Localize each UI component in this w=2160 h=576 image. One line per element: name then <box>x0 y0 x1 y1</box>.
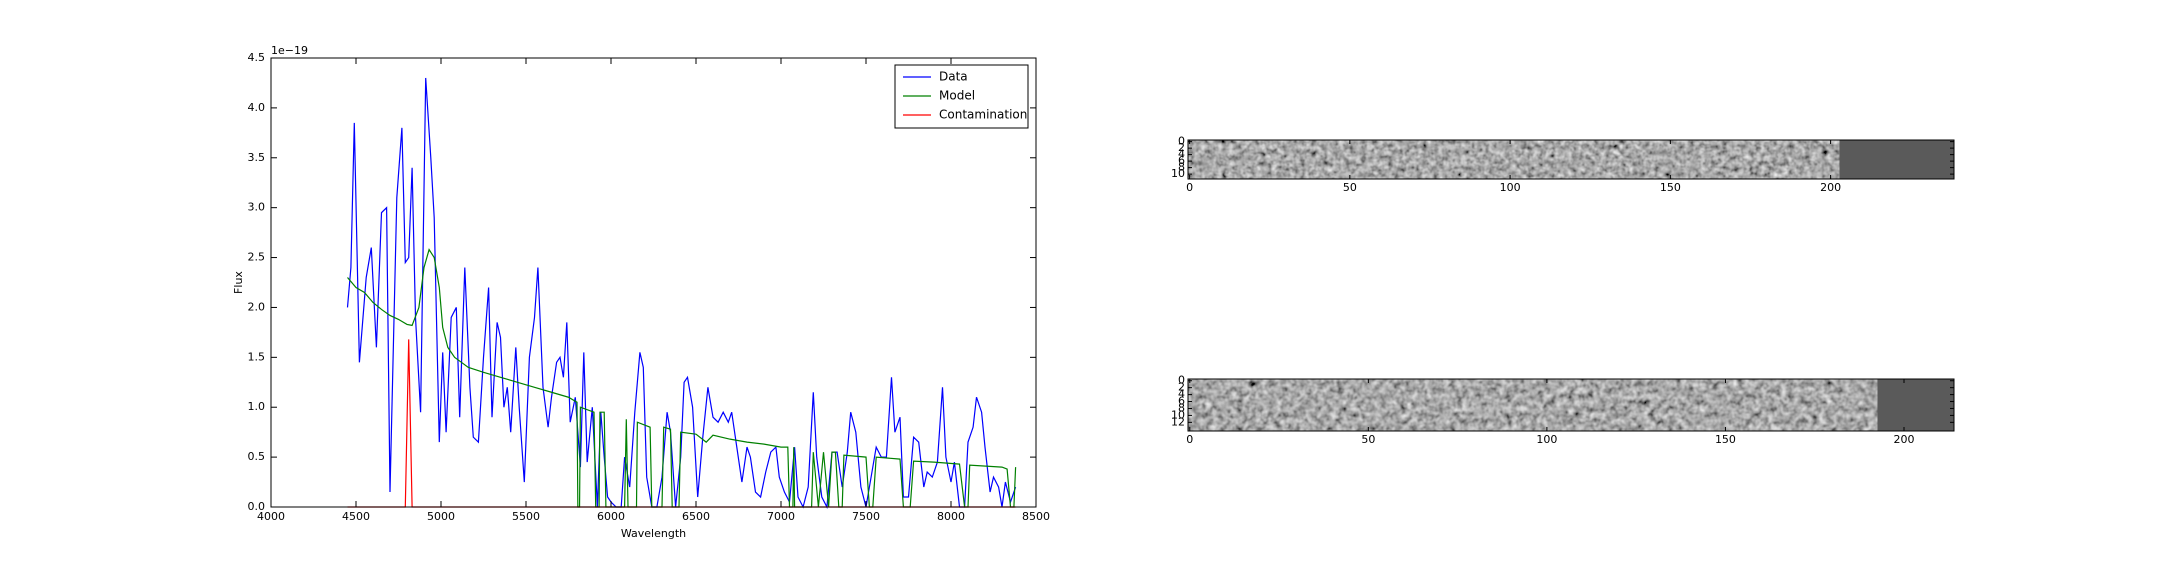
x-tick-label: 150 <box>1660 181 1681 194</box>
x-tick-label: 6500 <box>682 510 710 523</box>
legend-label: Data <box>939 70 968 84</box>
legend-label: Model <box>939 89 975 103</box>
x-tick-label: 200 <box>1894 433 1915 446</box>
y-tick-label: 2 <box>1178 381 1185 394</box>
y-tick-label: 0.0 <box>248 500 266 513</box>
y-tick-label: 0 <box>1178 374 1185 387</box>
x-tick-label: 7000 <box>767 510 795 523</box>
y-tick-label: 4 <box>1178 388 1185 401</box>
x-tick-label: 5000 <box>427 510 455 523</box>
series-line <box>346 77 1017 510</box>
offset-text: 1e−19 <box>271 44 308 57</box>
x-tick-label: 8000 <box>937 510 965 523</box>
x-tick-label: 100 <box>1536 433 1557 446</box>
x-tick-label: 4500 <box>342 510 370 523</box>
y-tick-label: 0.5 <box>248 450 266 463</box>
x-tick-label: 6000 <box>597 510 625 523</box>
series-line <box>347 339 1016 508</box>
x-tick-label: 5500 <box>512 510 540 523</box>
y-tick-label: 2 <box>1178 141 1185 154</box>
image-pixels <box>1188 379 1878 431</box>
y-tick-label: 3.0 <box>248 201 266 214</box>
y-tick-label: 2.5 <box>248 251 266 264</box>
plot-frame <box>270 57 1037 508</box>
image-frame <box>1187 139 1955 180</box>
legend-label: Contamination <box>939 108 1027 122</box>
image-pixels <box>1188 140 1840 179</box>
x-tick-label: 50 <box>1343 181 1357 194</box>
y-tick-label: 2.0 <box>248 300 266 313</box>
x-tick-label: 4000 <box>257 510 285 523</box>
x-tick-label: 0 <box>1186 433 1193 446</box>
y-tick-label: 1.5 <box>248 350 266 363</box>
y-tick-label: 12 <box>1171 415 1185 428</box>
y-tick-label: 4.5 <box>248 51 266 64</box>
y-tick-label: 1.0 <box>248 400 266 413</box>
y-tick-label: 6 <box>1178 154 1185 167</box>
series-line <box>347 248 1017 508</box>
x-tick-label: 7500 <box>852 510 880 523</box>
y-tick-label: 6 <box>1178 395 1185 408</box>
y-tick-label: 8 <box>1178 161 1185 174</box>
y-tick-label: 4 <box>1178 148 1185 161</box>
image-frame <box>1187 378 1955 432</box>
x-tick-label: 8500 <box>1022 510 1050 523</box>
x-tick-label: 150 <box>1715 433 1736 446</box>
x-tick-label: 200 <box>1820 181 1841 194</box>
y-tick-label: 4.0 <box>248 101 266 114</box>
y-tick-label: 3.5 <box>248 151 266 164</box>
x-tick-label: 0 <box>1186 181 1193 194</box>
y-tick-label: 10 <box>1171 167 1185 180</box>
x-tick-label: 50 <box>1361 433 1375 446</box>
y-axis-label: Flux <box>232 271 245 294</box>
x-tick-label: 100 <box>1500 181 1521 194</box>
y-tick-label: 10 <box>1171 408 1185 421</box>
y-tick-label: 0 <box>1178 135 1185 148</box>
x-axis-label: Wavelength <box>621 527 686 540</box>
y-tick-label: 8 <box>1178 401 1185 414</box>
